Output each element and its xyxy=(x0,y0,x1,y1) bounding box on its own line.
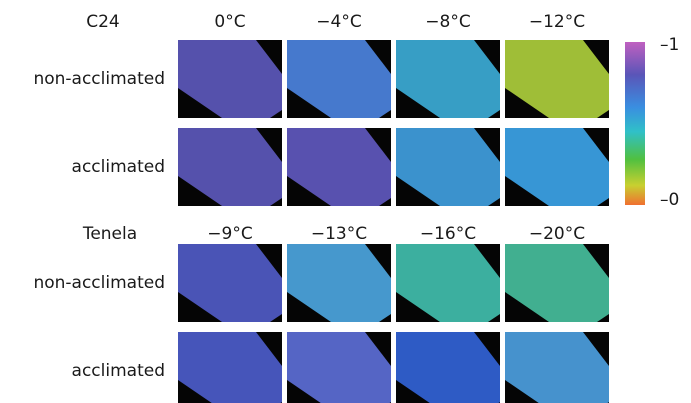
temperature-label: −9°C xyxy=(207,224,252,244)
leaf-image xyxy=(505,128,609,206)
temperature-label: −13°C xyxy=(311,224,367,244)
leaf-image xyxy=(505,40,609,118)
row-label: non-acclimated xyxy=(33,69,165,89)
leaf-image xyxy=(178,40,282,118)
leaf-image xyxy=(178,244,282,322)
leaf-image xyxy=(287,128,391,206)
leaf-image xyxy=(396,128,500,206)
leaf-image xyxy=(396,332,500,403)
color-scale xyxy=(625,42,645,205)
temperature-label: −16°C xyxy=(420,224,476,244)
leaf-image xyxy=(396,40,500,118)
leaf-image xyxy=(178,332,282,403)
scale-top-label: –1 xyxy=(660,35,679,55)
leaf-image xyxy=(287,244,391,322)
group-label: Tenela xyxy=(82,224,137,244)
temperature-label: 0°C xyxy=(214,12,245,32)
row-label: non-acclimated xyxy=(33,273,165,293)
scale-bottom-label: –0 xyxy=(660,190,679,210)
temperature-label: −20°C xyxy=(529,224,585,244)
leaf-image xyxy=(505,244,609,322)
row-label: acclimated xyxy=(72,361,165,381)
leaf-image xyxy=(505,332,609,403)
temperature-label: −8°C xyxy=(425,12,470,32)
row-label: acclimated xyxy=(72,157,165,177)
leaf-image xyxy=(396,244,500,322)
temperature-label: −12°C xyxy=(529,12,585,32)
leaf-image xyxy=(287,332,391,403)
leaf-image xyxy=(287,40,391,118)
temperature-label: −4°C xyxy=(316,12,361,32)
leaf-image xyxy=(178,128,282,206)
group-label: C24 xyxy=(86,12,120,32)
